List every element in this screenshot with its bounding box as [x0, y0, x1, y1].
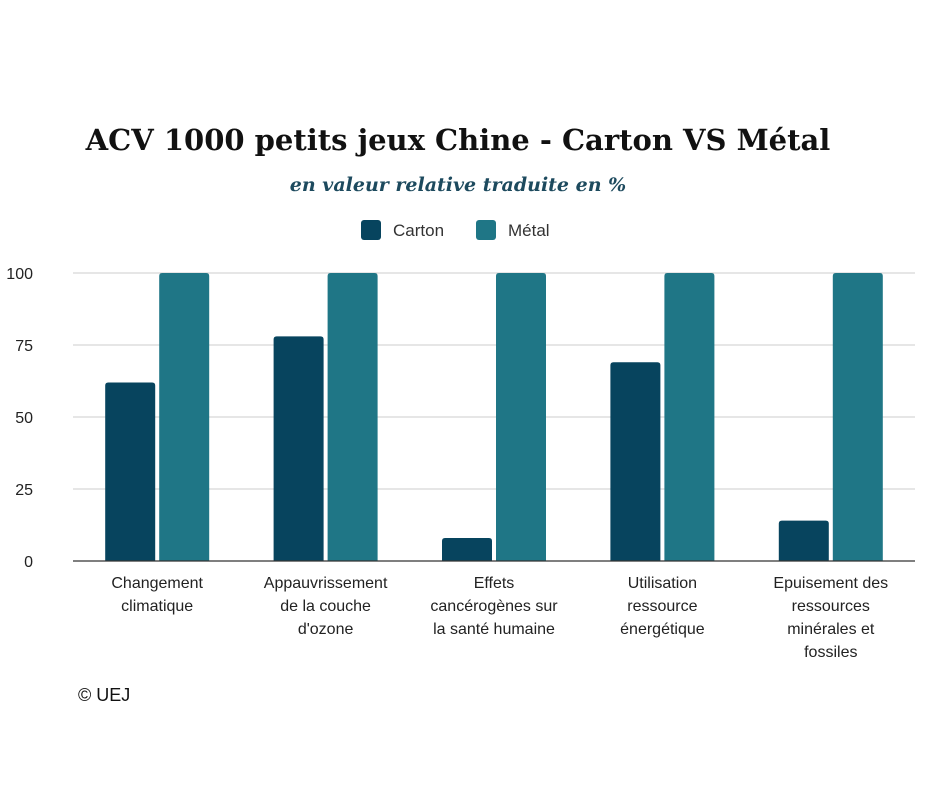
x-category-label: ressource	[627, 598, 697, 615]
bar-carton	[778, 520, 829, 561]
chart-subtitle: en valeur relative traduite en %	[290, 174, 626, 196]
chart-title: ACV 1000 petits jeux Chine - Carton VS M…	[85, 123, 831, 157]
x-category-label: minérales et	[787, 621, 875, 638]
bar-mtal	[159, 273, 210, 561]
x-category-label: Changement	[111, 575, 203, 592]
bar-mtal	[664, 273, 715, 561]
legend-label-carton: Carton	[393, 221, 444, 240]
legend-swatch-carton	[361, 220, 381, 240]
x-category-label: de la couche	[280, 598, 371, 615]
bar-carton	[442, 537, 492, 561]
y-tick-label: 50	[15, 410, 33, 427]
y-tick-label: 25	[15, 482, 33, 499]
bars	[105, 273, 883, 561]
x-category-label: ressources	[792, 598, 870, 615]
x-category-label: la santé humaine	[433, 621, 555, 638]
legend: Carton Métal	[361, 220, 550, 240]
y-axis-ticks: 0 25 50 75 100	[6, 266, 33, 571]
legend-swatch-metal	[476, 220, 496, 240]
x-axis-categories: Changement climatique Appauvrissement de la…	[111, 575, 888, 661]
x-category-label: Appauvrissement	[264, 575, 388, 592]
x-category-label: cancérogènes sur	[430, 598, 558, 615]
gridlines	[73, 272, 915, 490]
legend-label-metal: Métal	[508, 221, 550, 240]
y-tick-label: 100	[6, 266, 33, 283]
x-category-label: fossiles	[804, 644, 857, 661]
bar-carton	[273, 336, 324, 561]
x-category-label: climatique	[121, 598, 193, 615]
x-category-label: Effets	[474, 575, 515, 592]
bar-mtal	[832, 273, 883, 561]
bar-mtal	[496, 273, 546, 561]
x-category-label: énergétique	[620, 621, 705, 638]
copyright-credit: © UEJ	[78, 685, 130, 705]
x-category-label: Epuisement des	[773, 575, 888, 592]
x-category-label: Utilisation	[628, 575, 697, 592]
y-tick-label: 0	[24, 554, 33, 571]
bar-mtal	[327, 273, 378, 561]
y-tick-label: 75	[15, 338, 33, 355]
bar-carton	[610, 362, 661, 561]
x-category-label: d'ozone	[298, 621, 354, 638]
bar-carton	[105, 382, 156, 561]
